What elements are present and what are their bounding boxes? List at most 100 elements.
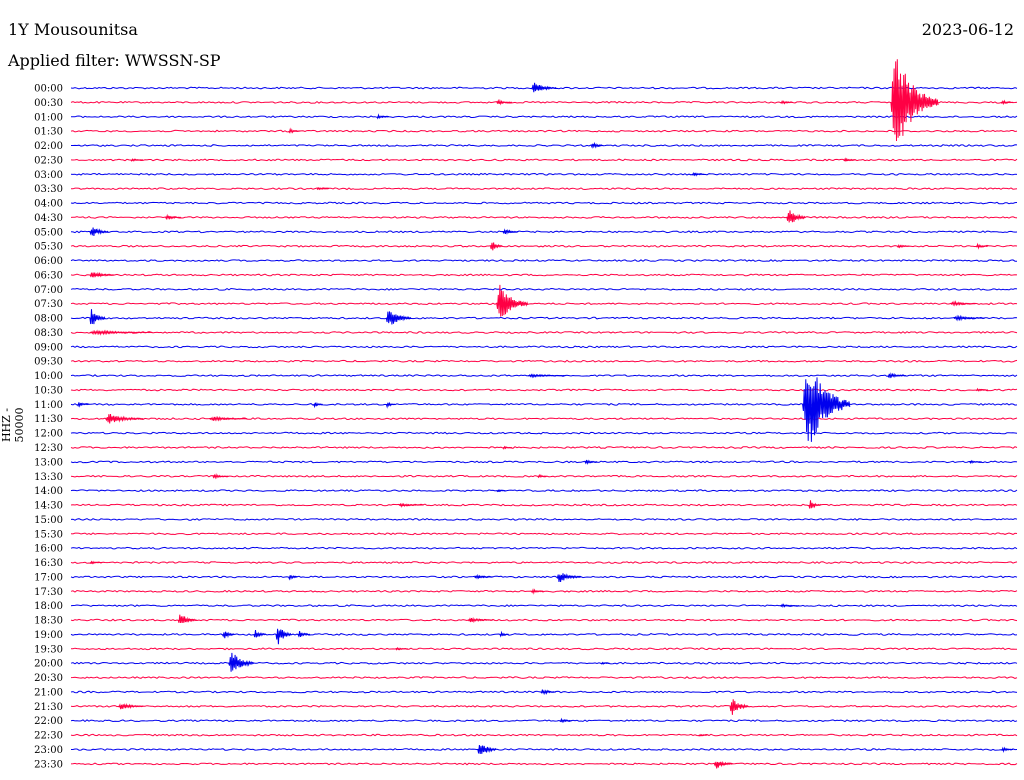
seismic-event <box>89 271 115 278</box>
trace-row <box>70 172 1018 176</box>
seismic-event <box>691 171 705 177</box>
seismic-event <box>780 100 793 105</box>
row-time-label: 15:30 <box>34 529 63 540</box>
seismic-event <box>209 415 248 422</box>
row-time-label: 14:30 <box>34 501 63 512</box>
trace-row <box>70 446 1018 449</box>
row-time-label: 06:00 <box>34 256 63 267</box>
seismic-event <box>275 628 292 645</box>
row-time-label: 21:00 <box>34 687 63 698</box>
station-title: 1Y Mousounitsa <box>8 20 138 39</box>
seismic-event <box>540 689 557 696</box>
trace-row <box>70 546 1018 550</box>
seismic-event <box>76 402 90 408</box>
trace-row <box>70 661 1018 665</box>
trace-row <box>70 402 1018 406</box>
row-time-label: 20:00 <box>34 659 63 670</box>
row-time-label: 01:00 <box>34 112 63 123</box>
trace-row <box>70 431 1018 435</box>
trace-row <box>70 561 1018 564</box>
seismic-event <box>530 588 544 595</box>
row-time-label: 00:30 <box>34 98 63 109</box>
row-time-label: 15:00 <box>34 515 63 526</box>
trace-row <box>70 503 1018 507</box>
row-time-label: 12:30 <box>34 443 63 454</box>
seismic-event <box>89 560 103 565</box>
trace-row <box>70 230 1018 234</box>
row-time-label: 13:30 <box>34 472 63 483</box>
trace-row <box>70 632 1018 636</box>
trace-row <box>70 575 1018 579</box>
row-time-label: 05:30 <box>34 242 63 253</box>
seismic-event <box>729 699 749 715</box>
row-time-label: 02:00 <box>34 141 63 152</box>
seismic-event <box>130 158 144 162</box>
date-label: 2023-06-12 <box>921 20 1014 39</box>
trace-row <box>70 719 1018 723</box>
seismic-event <box>89 329 153 336</box>
trace-row <box>70 187 1018 191</box>
row-time-label: 18:00 <box>34 601 63 612</box>
seismic-event <box>228 652 254 672</box>
row-time-label: 04:00 <box>34 199 63 210</box>
row-time-label: 16:00 <box>34 544 63 555</box>
trace-row <box>70 201 1018 205</box>
row-time-label: 19:30 <box>34 644 63 655</box>
row-time-label: 08:00 <box>34 314 63 325</box>
row-time-label: 18:30 <box>34 616 63 627</box>
seismic-event <box>531 82 557 93</box>
seismic-event <box>385 401 396 409</box>
trace-row <box>70 244 1018 248</box>
trace-row <box>70 604 1018 608</box>
seismic-event <box>887 372 907 379</box>
seismic-event <box>528 373 566 379</box>
seismic-event <box>698 733 708 737</box>
row-time-label: 05:00 <box>34 227 63 238</box>
trace-row <box>70 345 1018 349</box>
seismic-event <box>165 213 182 220</box>
seismic-event <box>953 314 986 322</box>
row-time-label: 16:30 <box>34 558 63 569</box>
row-time-label: 04:30 <box>34 213 63 224</box>
trace-row <box>70 359 1018 363</box>
row-time-label: 20:30 <box>34 673 63 684</box>
row-time-label: 08:30 <box>34 328 63 339</box>
row-time-label: 21:30 <box>34 702 63 713</box>
trace-row <box>70 704 1018 708</box>
row-time-label: 00:00 <box>34 84 63 95</box>
trace-row <box>70 158 1018 162</box>
seismic-event <box>89 309 106 325</box>
row-time-label: 03:30 <box>34 184 63 195</box>
row-time-label: 17:30 <box>34 587 63 598</box>
trace-row <box>70 316 1018 320</box>
seismic-event <box>584 459 598 465</box>
row-time-label: 22:00 <box>34 716 63 727</box>
trace-row <box>70 647 1018 651</box>
seismic-event <box>713 760 733 769</box>
row-time-label: 12:00 <box>34 429 63 440</box>
row-time-label: 01:30 <box>34 127 63 138</box>
seismic-event <box>313 401 323 409</box>
row-time-label: 07:00 <box>34 285 63 296</box>
row-time-label: 11:00 <box>34 400 63 411</box>
trace-row <box>70 388 1018 392</box>
row-time-label: 10:30 <box>34 385 63 396</box>
trace-row <box>70 589 1018 593</box>
seismic-event <box>600 661 610 665</box>
trace-row <box>70 733 1018 737</box>
row-time-label: 13:00 <box>34 457 63 468</box>
trace-row <box>70 532 1018 536</box>
seismic-event <box>105 413 144 424</box>
seismic-event <box>975 387 989 392</box>
trace-row <box>70 115 1018 119</box>
seismic-event <box>477 744 497 754</box>
seismic-event <box>297 631 311 638</box>
row-time-label: 23:30 <box>34 759 63 770</box>
trace-row <box>70 129 1018 133</box>
seismic-event <box>474 573 494 580</box>
seismic-event <box>499 630 509 638</box>
seismic-event <box>496 98 513 106</box>
trace-row <box>70 762 1018 766</box>
row-time-label: 22:30 <box>34 731 63 742</box>
